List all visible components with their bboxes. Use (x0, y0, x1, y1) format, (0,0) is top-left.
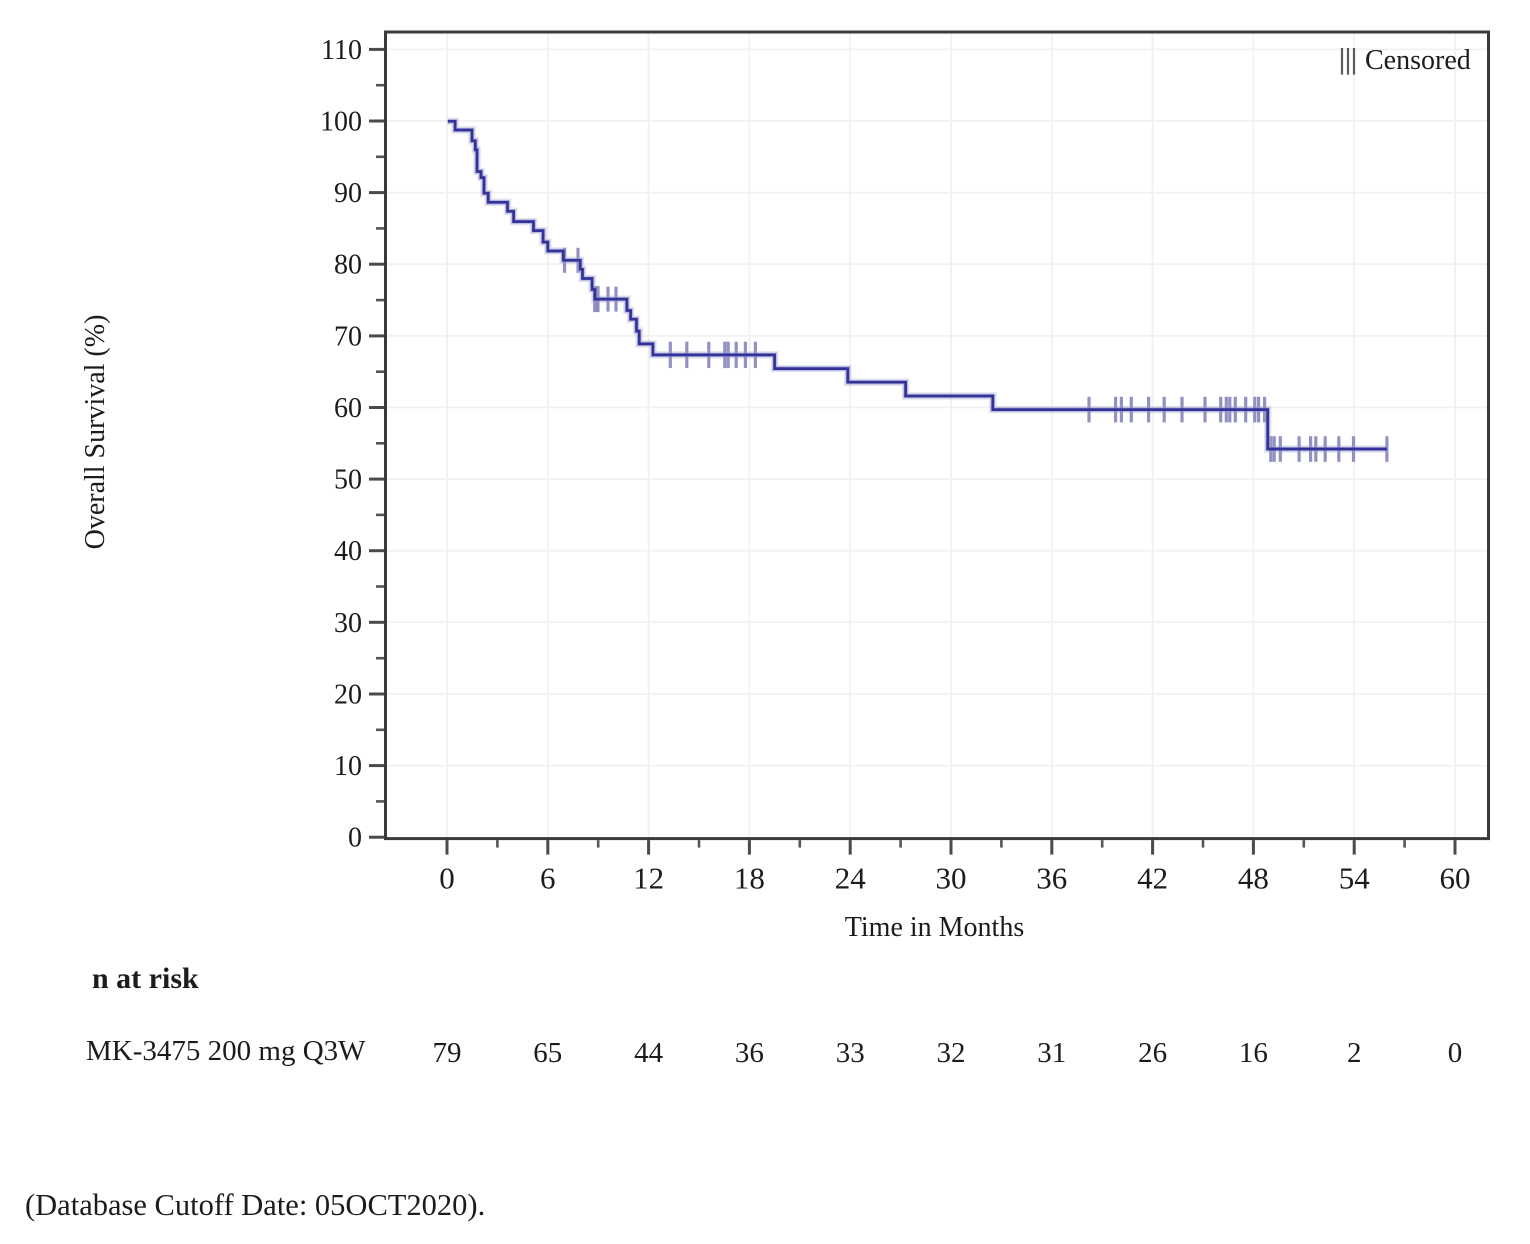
svg-text:80: 80 (334, 250, 362, 281)
svg-text:10: 10 (334, 751, 362, 782)
svg-text:16: 16 (1239, 1037, 1268, 1069)
svg-text:12: 12 (633, 861, 664, 896)
svg-text:24: 24 (835, 861, 867, 896)
svg-text:20: 20 (334, 680, 362, 711)
svg-text:2: 2 (1347, 1037, 1362, 1069)
svg-text:Censored: Censored (1365, 45, 1471, 76)
svg-text:70: 70 (334, 321, 362, 352)
svg-text:48: 48 (1238, 861, 1269, 896)
svg-text:0: 0 (439, 861, 455, 896)
svg-text:32: 32 (937, 1037, 966, 1069)
svg-text:18: 18 (734, 861, 765, 896)
svg-text:36: 36 (735, 1037, 764, 1069)
svg-text:36: 36 (1036, 861, 1067, 896)
svg-text:110: 110 (321, 35, 362, 66)
svg-text:33: 33 (836, 1037, 865, 1069)
svg-text:n at risk: n at risk (92, 962, 199, 995)
svg-text:30: 30 (334, 608, 362, 639)
svg-text:42: 42 (1137, 861, 1168, 896)
svg-text:44: 44 (634, 1037, 664, 1069)
svg-text:30: 30 (936, 861, 967, 896)
svg-text:6: 6 (540, 861, 556, 896)
svg-text:100: 100 (320, 107, 362, 138)
svg-text:26: 26 (1138, 1037, 1167, 1069)
svg-text:60: 60 (334, 393, 362, 424)
svg-text:50: 50 (334, 465, 362, 496)
svg-text:Time in Months: Time in Months (845, 912, 1024, 943)
svg-text:Overall Survival (%): Overall Survival (%) (80, 315, 111, 550)
svg-text:60: 60 (1440, 861, 1471, 896)
svg-text:90: 90 (334, 178, 362, 209)
svg-text:54: 54 (1339, 861, 1371, 896)
svg-text:(Database Cutoff Date: 05OCT20: (Database Cutoff Date: 05OCT2020). (25, 1188, 485, 1222)
svg-text:40: 40 (334, 536, 362, 567)
svg-text:31: 31 (1037, 1037, 1066, 1069)
svg-text:MK-3475 200 mg Q3W: MK-3475 200 mg Q3W (86, 1035, 366, 1067)
svg-text:0: 0 (1448, 1037, 1463, 1069)
svg-text:0: 0 (348, 823, 362, 854)
svg-text:79: 79 (433, 1037, 462, 1069)
svg-text:65: 65 (533, 1037, 562, 1069)
